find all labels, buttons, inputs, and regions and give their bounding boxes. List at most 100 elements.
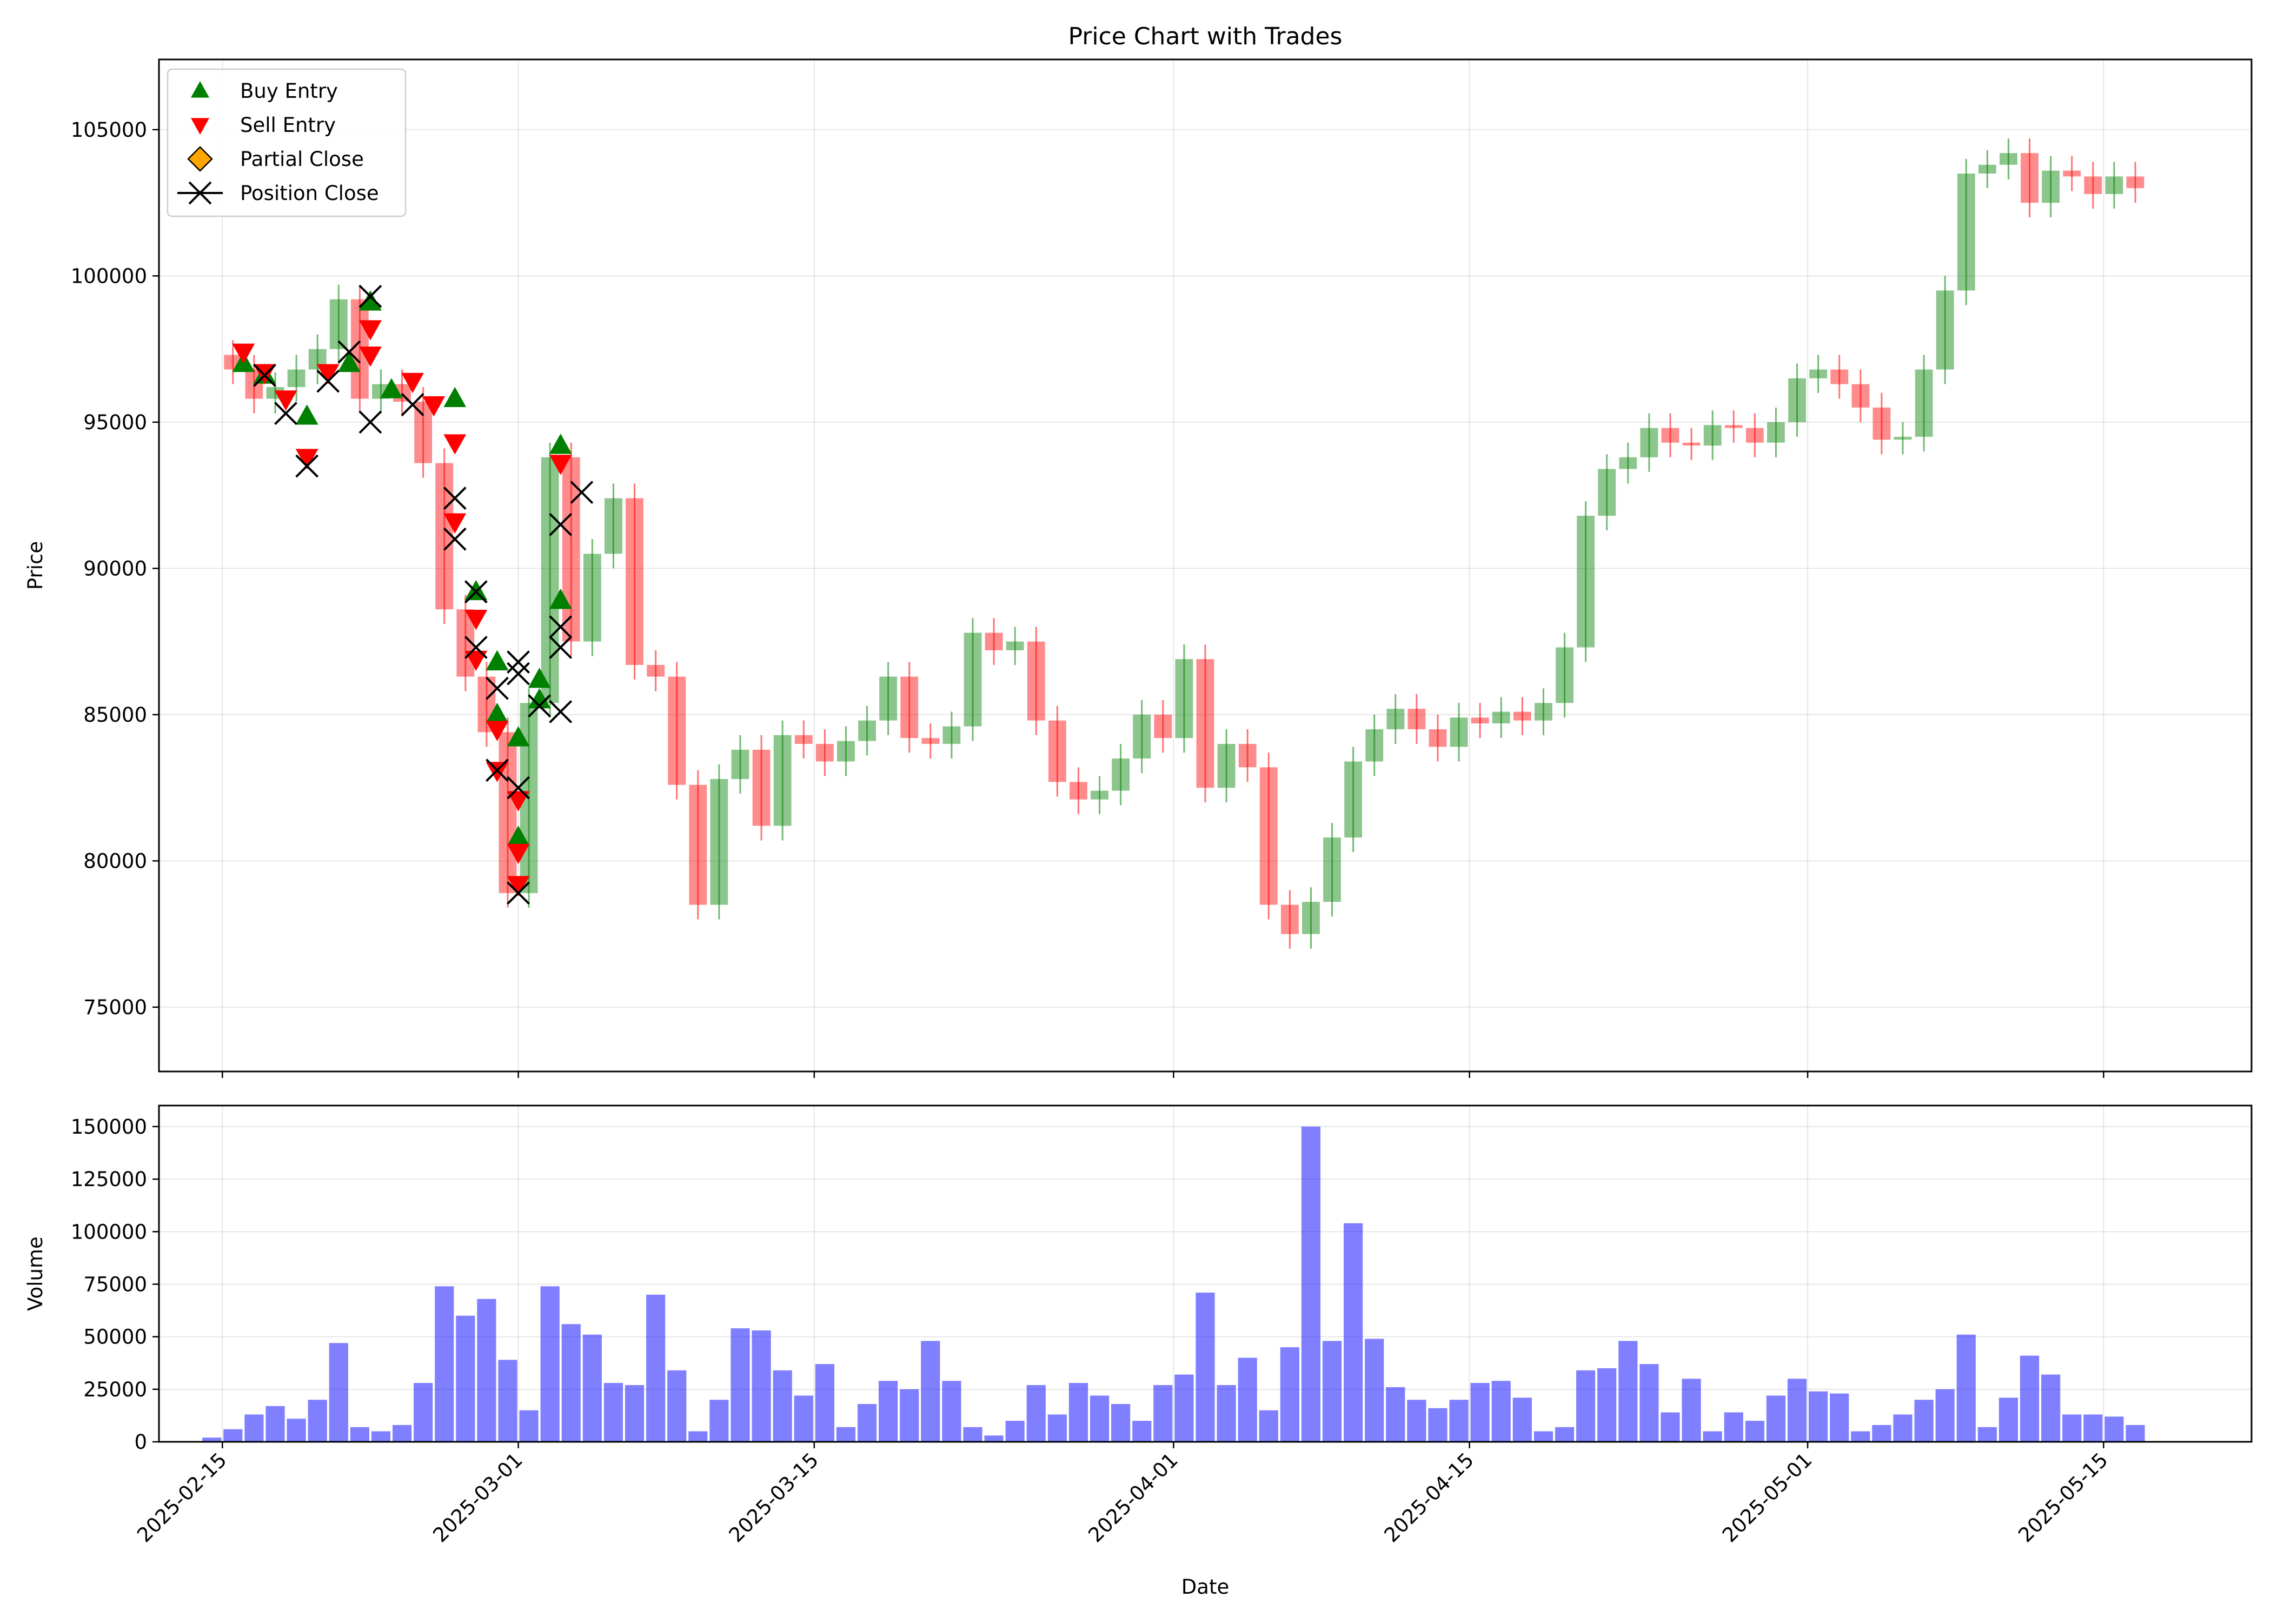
sell-entry-marker [464,650,488,671]
chart-title: Price Chart with Trades [1068,23,1343,50]
volume-bar [350,1427,369,1442]
candle-body [1809,369,1828,378]
candle-body [1027,641,1045,721]
volume-bar [287,1419,306,1442]
position-close-marker [401,393,424,416]
volume-bar [1745,1421,1764,1442]
candle-body [1577,516,1595,648]
x-axis-label: Date [1181,1575,1229,1599]
candle-body [1492,711,1510,724]
candle-body [1682,442,1701,446]
trade-markers [232,284,594,905]
volume-bar [1090,1395,1110,1442]
volume-bar [900,1389,919,1442]
volume-bar [1217,1385,1236,1442]
volume-bar [1068,1383,1088,1442]
buy-entry-marker [359,290,382,311]
volume-bar [582,1334,602,1442]
volume-bar [815,1364,834,1442]
price-y-tick-label: 85000 [83,703,147,727]
candle-body [1788,378,1806,422]
volume-bar [1512,1397,1532,1442]
candle-body [1745,428,1764,443]
volume-y-tick-label: 0 [134,1430,147,1454]
volume-y-tick-label: 75000 [83,1273,147,1296]
position-close-marker [507,776,530,800]
volume-bar [1703,1431,1722,1442]
volume-bar [435,1286,454,1442]
position-close-marker [486,676,509,700]
candle-body [499,732,517,893]
candle-body [2084,176,2102,194]
candle-body [985,633,1003,650]
buy-entry-marker [295,404,318,425]
sell-entry-marker [422,396,446,417]
candle-body [964,633,982,727]
volume-bar [1238,1357,1257,1442]
volume-bar [603,1383,623,1442]
volume-bar [1005,1421,1025,1442]
volume-bar [329,1343,348,1442]
price-y-tick-label: 90000 [83,557,147,580]
candle-body [752,749,771,826]
sell-entry-marker [549,455,572,475]
price-y-tick-label: 105000 [71,118,147,142]
volume-bar [414,1383,433,1442]
sell-entry-marker [507,876,530,896]
volume-bar [1533,1431,1553,1442]
candle-body [2126,176,2144,189]
position-close-marker [507,881,530,905]
position-close-marker [507,650,530,674]
sell-entry-marker [359,347,382,367]
candle-body [794,735,813,744]
candle-body [1936,290,1954,370]
price-candles [224,138,2144,949]
volume-bar [223,1429,243,1442]
candle-body [605,498,622,554]
candle-body [837,741,855,762]
sell-entry-marker [486,762,509,782]
volume-bar [1470,1383,1490,1442]
volume-bar [879,1381,898,1442]
candle-body [1006,641,1024,650]
volume-bar [836,1427,856,1442]
buy-entry-marker [380,378,403,398]
candle-body [1217,744,1236,788]
candle-body [1154,714,1172,738]
sell-entry-marker [359,320,382,341]
volume-bar [1956,1334,1976,1442]
volume-bar [2020,1355,2040,1442]
candle-body [710,778,728,905]
volume-bar [1174,1374,1194,1442]
volume-bar [752,1330,771,1442]
volume-bar [1872,1425,1891,1442]
candle-body [1280,904,1299,934]
candle-body [1703,425,1722,446]
volume-bar [1576,1370,1596,1442]
volume-bar [1661,1412,1680,1442]
candle-body [1957,174,1975,291]
volume-bar [1977,1427,1997,1442]
position-close-marker [549,700,573,723]
volume-bar [1026,1385,1046,1442]
volume-bar [2104,1416,2124,1442]
volume-bar [1724,1412,1743,1442]
position-close-marker [464,580,488,604]
volume-bar [498,1360,517,1442]
candle-body [1619,457,1637,469]
position-close-marker [316,369,340,393]
position-close-marker [295,454,319,478]
price-x-ticks [222,1071,2104,1078]
sell-entry-marker [507,843,530,864]
candle-body [1133,714,1151,759]
volume-bar [921,1341,940,1442]
candle-body [626,498,643,665]
candle-body [583,554,601,642]
candle-body [1323,837,1341,902]
candle-body [1238,744,1257,768]
volume-bar [1491,1381,1511,1442]
buy-entry-marker [528,688,551,709]
legend-label: Position Close [240,182,379,205]
price-y-tick-label: 75000 [83,996,147,1019]
